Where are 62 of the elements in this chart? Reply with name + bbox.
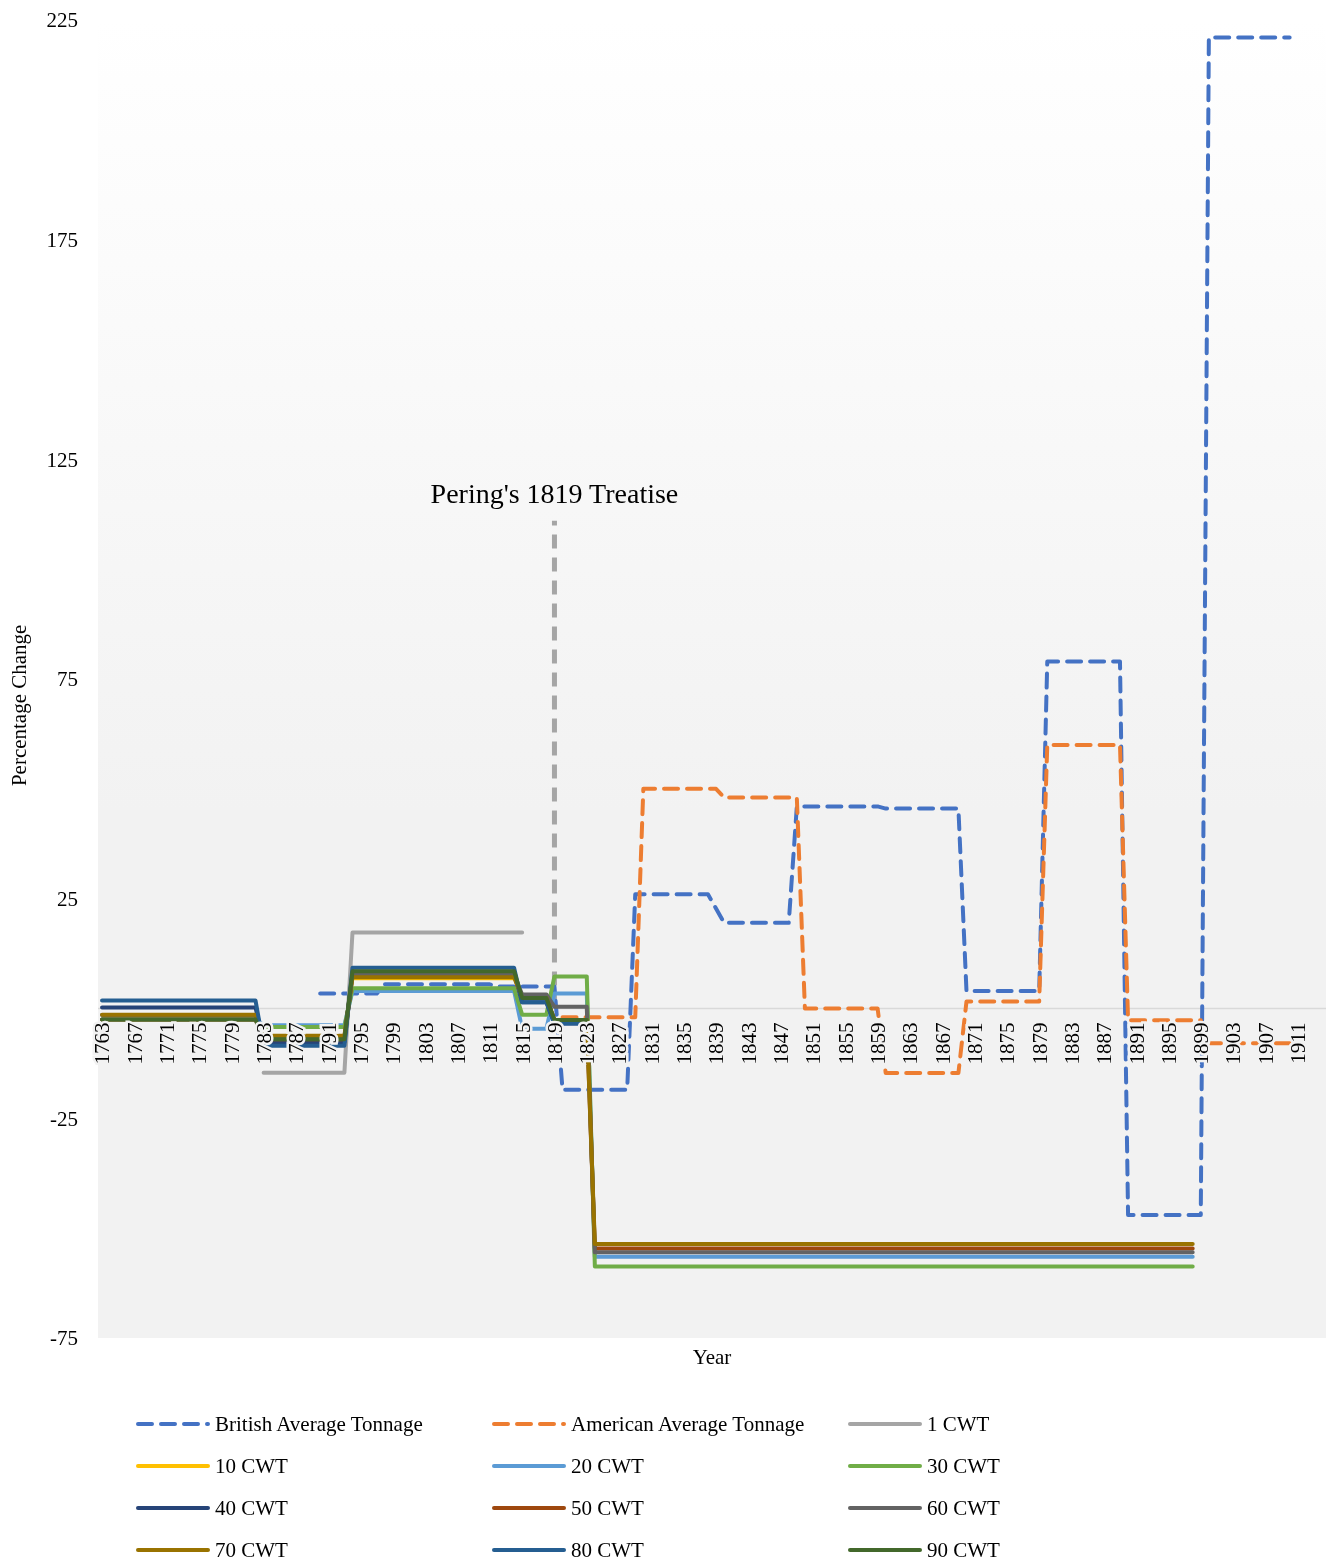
line-series	[318, 35, 1292, 1217]
x-tick-label: 1891	[1124, 1022, 1149, 1065]
x-tick-label: 1863	[898, 1022, 923, 1065]
x-tick-label: 1795	[348, 1022, 373, 1065]
y-tick-label: 225	[46, 8, 78, 33]
legend-label: 60 CWT	[927, 1496, 1001, 1521]
x-tick-label: 1763	[90, 1022, 115, 1065]
x-tick-label: 1839	[704, 1022, 729, 1065]
x-tick-label: 1871	[962, 1022, 987, 1065]
y-tick-label: 75	[57, 667, 78, 692]
x-tick-label: 1811	[478, 1022, 503, 1064]
x-tick-label: 1903	[1221, 1022, 1246, 1065]
x-tick-label: 1827	[607, 1022, 632, 1065]
x-tick-label: 1895	[1156, 1022, 1181, 1065]
y-tick-label: 175	[46, 228, 78, 253]
x-tick-label: 1819	[542, 1022, 567, 1065]
legend-label: American Average Tonnage	[571, 1412, 805, 1437]
legend-label: 40 CWT	[215, 1496, 289, 1521]
x-tick-label: 1887	[1092, 1022, 1117, 1065]
legend-label: 50 CWT	[571, 1496, 645, 1521]
x-tick-label: 1851	[801, 1022, 826, 1065]
x-tick-label: 1911	[1286, 1022, 1311, 1064]
legend-label: 10 CWT	[215, 1454, 289, 1479]
legend-label: 1 CWT	[927, 1412, 990, 1437]
legend-label: 20 CWT	[571, 1454, 645, 1479]
x-tick-label: 1767	[122, 1022, 147, 1065]
y-tick-label: 25	[57, 887, 78, 912]
x-tick-label: 1879	[1027, 1022, 1052, 1065]
x-axis-title: Year	[692, 1345, 732, 1369]
x-tick-label: 1831	[639, 1022, 664, 1065]
y-tick-label: -25	[50, 1106, 78, 1131]
x-tick-label: 1899	[1189, 1022, 1214, 1065]
x-tick-label: 1847	[769, 1022, 794, 1065]
y-tick-label: 125	[46, 447, 78, 472]
x-tick-label: 1787	[284, 1022, 309, 1065]
x-tick-label: 1815	[510, 1022, 535, 1065]
x-tick-label: 1843	[736, 1022, 761, 1065]
x-tick-label: 1799	[381, 1022, 406, 1065]
x-tick-label: 1783	[251, 1022, 276, 1065]
x-tick-label: 1835	[672, 1022, 697, 1065]
legend-label: 30 CWT	[927, 1454, 1001, 1479]
x-tick-label: 1883	[1059, 1022, 1084, 1065]
x-tick-label: 1855	[833, 1022, 858, 1065]
legend-label: 90 CWT	[927, 1538, 1001, 1563]
y-axis-title: Percentage Change	[7, 624, 31, 787]
ref-line-label: Pering's 1819 Treatise	[430, 477, 679, 509]
x-tick-label: 1823	[575, 1022, 600, 1065]
y-tick-label: -75	[50, 1326, 78, 1351]
line-series	[560, 742, 1292, 1076]
x-tick-label: 1875	[995, 1022, 1020, 1065]
x-tick-label: 1771	[155, 1022, 180, 1065]
x-tick-label: 1807	[445, 1022, 470, 1065]
x-tick-label: 1775	[187, 1022, 212, 1065]
x-tick-label: 1779	[219, 1022, 244, 1065]
x-tick-label: 1803	[413, 1022, 438, 1065]
x-tick-label: 1859	[865, 1022, 890, 1065]
legend-label: 70 CWT	[215, 1538, 289, 1563]
x-tick-label: 1791	[316, 1022, 341, 1065]
x-tick-label: 1867	[930, 1022, 955, 1065]
legend-label: British Average Tonnage	[215, 1412, 423, 1437]
legend-label: 80 CWT	[571, 1538, 645, 1563]
x-tick-label: 1907	[1253, 1022, 1278, 1065]
